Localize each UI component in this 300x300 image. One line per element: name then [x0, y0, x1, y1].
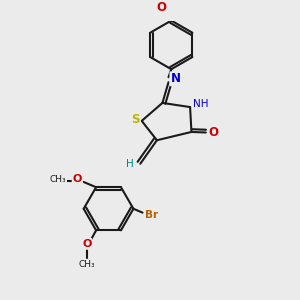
Text: CH₃: CH₃ [78, 260, 95, 268]
Text: H: H [126, 159, 134, 169]
Text: Br: Br [145, 210, 158, 220]
Text: S: S [131, 113, 140, 126]
Text: N: N [170, 72, 180, 86]
Text: NH: NH [194, 99, 209, 109]
Text: O: O [82, 239, 92, 249]
Text: CH₃: CH₃ [50, 175, 66, 184]
Text: O: O [208, 126, 219, 139]
Text: O: O [73, 174, 82, 184]
Text: O: O [156, 1, 166, 13]
